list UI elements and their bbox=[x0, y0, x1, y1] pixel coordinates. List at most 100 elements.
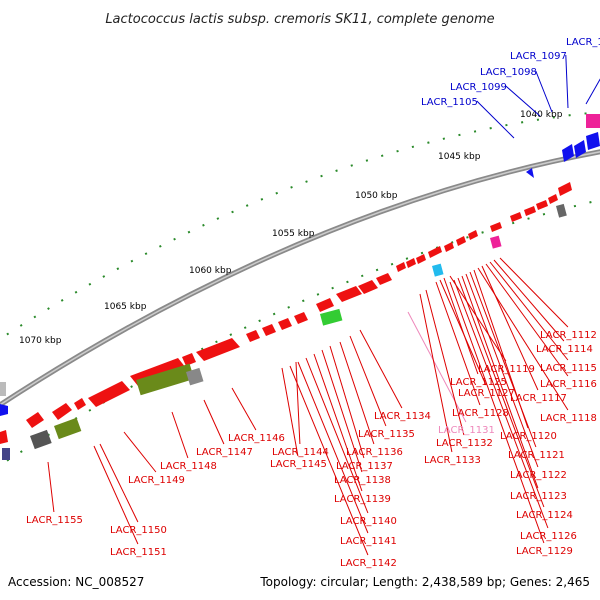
gene-label[interactable]: LACR_1096 bbox=[566, 37, 600, 48]
gene-label[interactable]: LACR_1147 bbox=[196, 447, 253, 458]
leader-line bbox=[47, 461, 55, 513]
gene-arrow[interactable] bbox=[0, 430, 8, 444]
gene-label[interactable]: LACR_1122 bbox=[510, 470, 567, 481]
gene-label[interactable]: LACR_1116 bbox=[540, 379, 597, 390]
gene-arrow[interactable] bbox=[294, 312, 308, 324]
gene-label[interactable]: LACR_1115 bbox=[540, 363, 597, 374]
gene-label[interactable]: LACR_1129 bbox=[516, 546, 573, 557]
grey-feature[interactable] bbox=[186, 367, 204, 386]
gene-label[interactable]: LACR_1137 bbox=[336, 461, 393, 472]
gene-arrow[interactable] bbox=[468, 230, 478, 240]
gene-label[interactable]: LACR_1155 bbox=[26, 515, 83, 526]
grey-feature[interactable] bbox=[29, 429, 52, 450]
gene-arrow[interactable] bbox=[416, 254, 426, 264]
gene-label[interactable]: LACR_1149 bbox=[128, 475, 185, 486]
gene-arrow[interactable] bbox=[562, 144, 574, 162]
gene-arrow[interactable] bbox=[444, 242, 454, 252]
gene-label[interactable]: LACR_1123 bbox=[510, 491, 567, 502]
gene-arrow[interactable] bbox=[456, 236, 466, 246]
gene-label[interactable]: LACR_1124 bbox=[516, 510, 573, 521]
gene-label[interactable]: LACR_1140 bbox=[340, 516, 397, 527]
gene-arrow[interactable] bbox=[0, 404, 8, 416]
label-leader-lines bbox=[47, 54, 600, 556]
gene-label[interactable]: LACR_1141 bbox=[340, 536, 397, 547]
gene-arrow[interactable] bbox=[574, 140, 586, 158]
gene-label[interactable]: LACR_1118 bbox=[540, 413, 597, 424]
gene-arrow[interactable] bbox=[510, 212, 522, 222]
gene-arrow[interactable] bbox=[336, 286, 362, 302]
gene-label[interactable]: LACR_1125 bbox=[450, 377, 507, 388]
gene-label[interactable]: LACR_1132 bbox=[436, 438, 493, 449]
gene-arrow[interactable] bbox=[278, 318, 292, 330]
leader-line bbox=[449, 281, 545, 544]
gene-label[interactable]: LACR_1099 bbox=[450, 82, 507, 93]
gene-label[interactable]: LACR_1127 bbox=[458, 388, 515, 399]
gene-label[interactable]: LACR_1145 bbox=[270, 459, 327, 470]
gene-arrow[interactable] bbox=[358, 280, 378, 294]
leader-line bbox=[305, 357, 369, 514]
gene-arrow[interactable] bbox=[526, 168, 534, 178]
leader-line bbox=[485, 263, 569, 377]
gene-label[interactable]: LACR_1128 bbox=[452, 408, 509, 419]
gene-label[interactable]: LACR_1138 bbox=[334, 475, 391, 486]
gene-arrow[interactable] bbox=[428, 246, 442, 258]
gene-label[interactable]: LACR_1131 bbox=[438, 425, 495, 436]
reverse-strand-genes bbox=[0, 132, 600, 416]
gene-label[interactable]: LACR_1136 bbox=[346, 447, 403, 458]
gene-arrow[interactable] bbox=[490, 222, 502, 232]
leader-line bbox=[461, 275, 539, 489]
olive-feature[interactable] bbox=[136, 363, 195, 396]
gene-arrow[interactable] bbox=[558, 182, 572, 196]
leader-line bbox=[565, 54, 569, 109]
gene-label[interactable]: LACR_1139 bbox=[334, 494, 391, 505]
gene-arrow[interactable] bbox=[536, 200, 548, 210]
magenta-feature[interactable] bbox=[489, 235, 502, 249]
gene-arrow[interactable] bbox=[196, 338, 240, 361]
magenta-feature[interactable] bbox=[586, 114, 600, 128]
grey-feature[interactable] bbox=[2, 448, 10, 460]
gene-label[interactable]: LACR_1119 bbox=[478, 364, 535, 375]
gene-arrow[interactable] bbox=[396, 262, 406, 272]
gene-arrow[interactable] bbox=[52, 403, 72, 420]
gene-arrow[interactable] bbox=[316, 298, 334, 312]
cyan-feature[interactable] bbox=[432, 263, 444, 277]
gene-label[interactable]: LACR_1133 bbox=[424, 455, 481, 466]
leader-line bbox=[321, 349, 363, 473]
gene-label[interactable]: LACR_1121 bbox=[508, 450, 565, 461]
gene-arrow[interactable] bbox=[246, 330, 260, 342]
gene-arrow[interactable] bbox=[376, 273, 392, 285]
gene-arrow[interactable] bbox=[586, 132, 600, 150]
gene-label[interactable]: LACR_1117 bbox=[510, 393, 567, 404]
gene-label[interactable]: LACR_1126 bbox=[520, 531, 577, 542]
gene-label[interactable]: LACR_1150 bbox=[110, 525, 167, 536]
gene-label[interactable]: LACR_1114 bbox=[536, 344, 593, 355]
gene-label[interactable]: LACR_1112 bbox=[540, 330, 597, 341]
gene-arrow[interactable] bbox=[182, 353, 196, 366]
gene-arrow[interactable] bbox=[524, 206, 536, 216]
gene-label[interactable]: LACR_1105 bbox=[421, 97, 478, 108]
gene-label[interactable]: LACR_1135 bbox=[358, 429, 415, 440]
scale-label: 1050 kbp bbox=[355, 191, 398, 201]
gene-arrow[interactable] bbox=[262, 324, 276, 336]
grey-feature[interactable] bbox=[0, 382, 6, 396]
grey-feature[interactable] bbox=[556, 203, 567, 218]
gene-label[interactable]: LACR_1120 bbox=[500, 431, 557, 442]
gene-label[interactable]: LACR_1148 bbox=[160, 461, 217, 472]
gene-label[interactable]: LACR_1146 bbox=[228, 433, 285, 444]
leader-line bbox=[457, 277, 545, 508]
gene-label[interactable]: LACR_1097 bbox=[510, 51, 567, 62]
gene-label[interactable]: LACR_1142 bbox=[340, 558, 397, 569]
gene-label[interactable]: LACR_1134 bbox=[374, 411, 431, 422]
olive-feature[interactable] bbox=[54, 417, 82, 440]
gene-arrow[interactable] bbox=[74, 398, 86, 410]
gene-label[interactable]: LACR_1098 bbox=[480, 67, 537, 78]
gene-label[interactable]: LACR_1144 bbox=[272, 447, 329, 458]
gene-label[interactable]: LACR_1151 bbox=[110, 547, 167, 558]
green-feature[interactable] bbox=[320, 308, 343, 326]
gene-arrow[interactable] bbox=[88, 381, 130, 407]
gene-arrow[interactable] bbox=[548, 194, 558, 204]
leader-line bbox=[449, 275, 507, 362]
gene-arrow[interactable] bbox=[26, 412, 44, 428]
gene-arrow[interactable] bbox=[406, 258, 416, 268]
